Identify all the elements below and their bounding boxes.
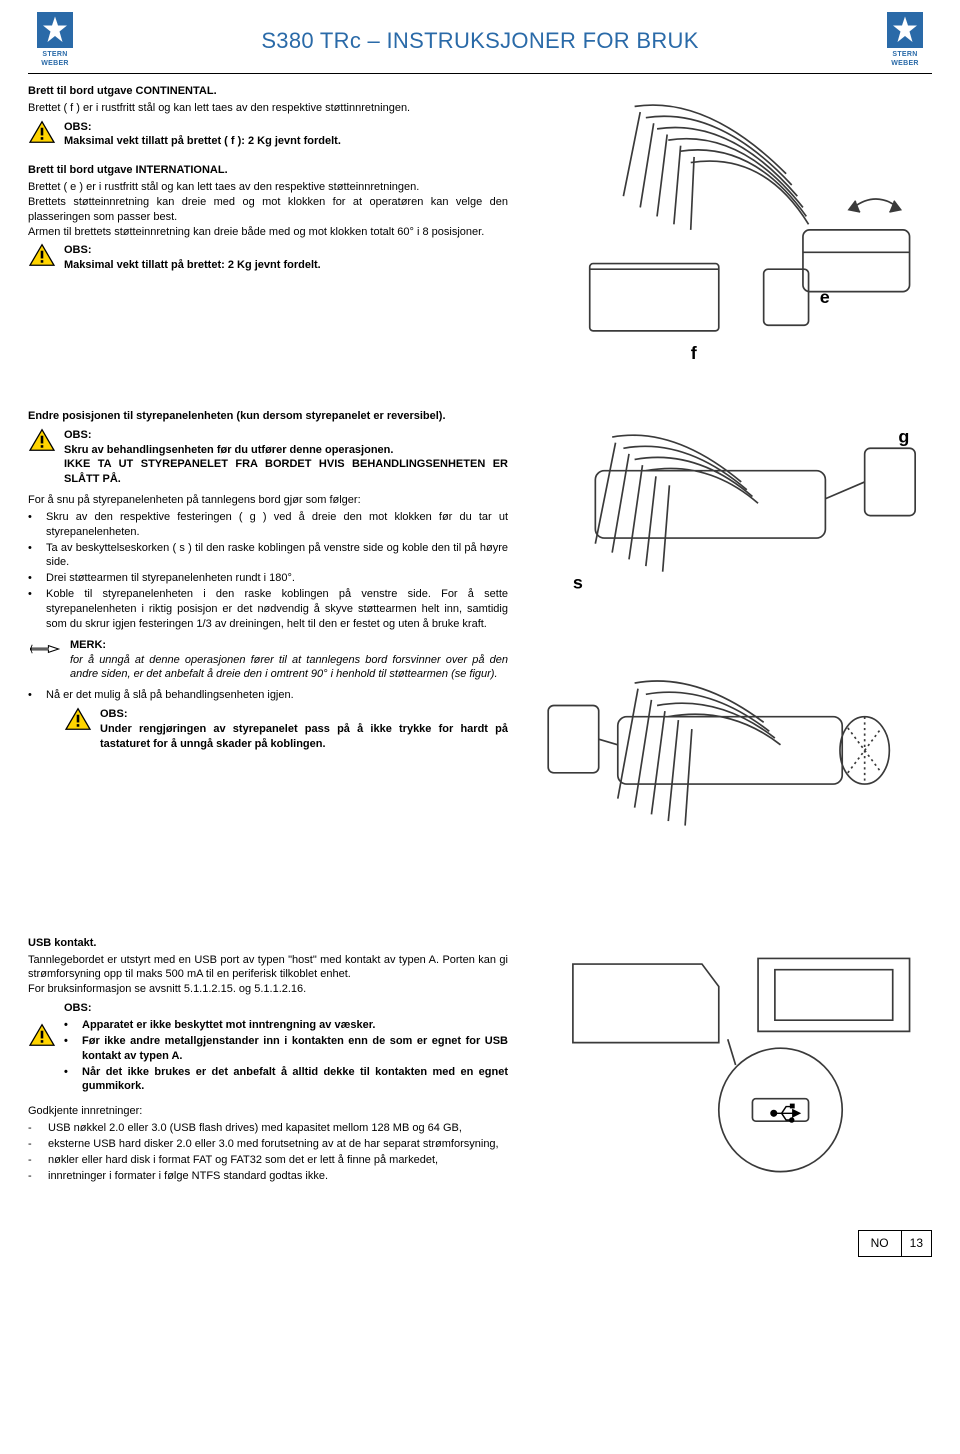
styrepanel-obs1: OBS: Skru av behandlingsenheten før du u… [28,428,508,487]
text-col-1: Brett til bord utgave CONTINENTAL. Brett… [28,84,508,409]
label-s: s [573,572,583,592]
page-header: STERN WEBER S380 TRc – INSTRUKSJONER FOR… [28,12,932,74]
merk-label: MERK: [70,638,508,653]
merk-text: for å unngå at denne operasjonen fører t… [70,653,508,683]
illustration-panel-top: g s [528,409,932,633]
page-lang: NO [859,1231,902,1255]
label-g: g [898,427,909,447]
label-e: e [820,287,830,307]
obs-label: OBS: [64,428,508,443]
page-number: 13 [902,1231,931,1255]
pointing-hand-icon [28,638,62,660]
usb-ob2: Før ikke andre metallgjenstander inn i k… [82,1034,508,1064]
continental-obs-text: Maksimal vekt tillatt på brettet ( f ): … [64,134,508,149]
logo-left: STERN WEBER [28,12,82,69]
styrepanel-heading: Endre posisjonen til styrepanelenheten (… [28,409,508,424]
approved-3: nøkler eller hard disk i format FAT og F… [48,1153,438,1168]
illustration-tray: e f [528,84,932,387]
logo-right-icon [887,12,923,48]
label-f: f [691,343,698,363]
section-usb: USB kontakt. Tannlegebordet er utstyrt m… [28,936,508,1184]
row-2: Endre posisjonen til styrepanelenheten (… [28,409,932,902]
approved-1: USB nøkkel 2.0 eller 3.0 (USB flash driv… [48,1121,462,1136]
approved-heading: Godkjente innretninger: [28,1104,508,1119]
warning-icon [64,707,92,731]
logo-right-text: STERN WEBER [878,50,932,69]
warning-icon [28,243,56,267]
usb-ob3: Når det ikke brukes er det anbefalt å al… [82,1065,508,1095]
illustration-usb [528,936,932,1183]
styrepanel-steps: Skru av den respektive festeringen ( g )… [28,510,508,632]
step-4a: Koble til styrepanelenheten i den raske … [46,588,431,600]
international-heading: Brett til bord utgave INTERNATIONAL. [28,163,508,178]
obs-label: OBS: [100,707,508,722]
obs-label: OBS: [64,120,508,135]
page-footer: NO 13 [28,1231,932,1257]
page-number-box: NO 13 [858,1230,932,1256]
text-col-3: USB kontakt. Tannlegebordet er utstyrt m… [28,936,508,1205]
warning-icon [28,120,56,144]
styrepanel-intro: For å snu på styrepanelenheten på tannle… [28,493,508,508]
usb-heading: USB kontakt. [28,936,508,951]
obs1-line1: Skru av behandlingsenheten før du utføre… [64,443,508,458]
international-body1: Brettet ( e ) er i rustfritt stål og kan… [28,180,508,195]
usb-body1: Tannlegebordet er utstyrt med en USB por… [28,953,508,983]
continental-body: Brettet ( f ) er i rustfritt stål og kan… [28,101,508,116]
styrepanel-obs2: OBS: Under rengjøringen av styrepanelet … [28,707,508,752]
usb-ob1: Apparatet er ikke beskyttet mot inntreng… [82,1018,375,1033]
approved-4: innretninger i formater i følge NTFS sta… [48,1169,328,1184]
usb-obs-list: Apparatet er ikke beskyttet mot inntreng… [64,1018,508,1094]
illus-col-1: e f [528,84,932,409]
step-5: Nå er det mulig å slå på behandlingsenhe… [46,688,294,703]
step-3: Drei støttearmen til styrepanelenheten r… [46,571,295,586]
continental-obs: OBS: Maksimal vekt tillatt på brettet ( … [28,120,508,150]
row-3: USB kontakt. Tannlegebordet er utstyrt m… [28,936,932,1205]
international-body3: Armen til brettets støtteinnretning kan … [28,225,508,240]
step-1: Skru av den respektive festeringen ( g )… [46,510,508,540]
international-obs-text: Maksimal vekt tillatt på brettet: 2 Kg j… [64,258,508,273]
usb-obs: OBS: Apparatet er ikke beskyttet mot inn… [28,1001,508,1098]
usb-body2: For bruksinformasjon se avsnitt 5.1.1.2.… [28,982,508,997]
international-body2: Brettets støtteinnretning kan dreie med … [28,195,508,225]
illus-col-3 [528,936,932,1205]
warning-icon [28,1023,56,1047]
illustration-panel-bottom [528,655,932,879]
approved-2: eksterne USB hard disker 2.0 eller 3.0 m… [48,1137,499,1152]
step-2: Ta av beskyttelseskorken ( s ) til den r… [46,541,508,571]
section-continental: Brett til bord utgave CONTINENTAL. Brett… [28,84,508,149]
row-1: Brett til bord utgave CONTINENTAL. Brett… [28,84,932,409]
section-international: Brett til bord utgave INTERNATIONAL. Bre… [28,163,508,273]
illus-col-2: g s [528,409,932,902]
approved-list: USB nøkkel 2.0 eller 3.0 (USB flash driv… [28,1121,508,1183]
obs2-text: Under rengjøringen av styrepanelet pass … [100,722,508,752]
obs-label: OBS: [64,243,508,258]
merk-block: MERK: for å unngå at denne operasjonen f… [28,638,508,683]
document-title: S380 TRc – INSTRUKSJONER FOR BRUK [261,26,698,56]
section-styrepanel: Endre posisjonen til styrepanelenheten (… [28,409,508,752]
logo-right: STERN WEBER [878,12,932,69]
logo-left-icon [37,12,73,48]
logo-left-text: STERN WEBER [28,50,82,69]
styrepanel-step-last: Nå er det mulig å slå på behandlingsenhe… [28,688,508,703]
text-col-2: Endre posisjonen til styrepanelenheten (… [28,409,508,902]
international-obs: OBS: Maksimal vekt tillatt på brettet: 2… [28,243,508,273]
obs1-line2: IKKE TA UT STYREPANELET FRA BORDET HVIS … [64,457,508,487]
continental-heading: Brett til bord utgave CONTINENTAL. [28,84,508,99]
warning-icon [28,428,56,452]
obs-label: OBS: [64,1001,508,1016]
